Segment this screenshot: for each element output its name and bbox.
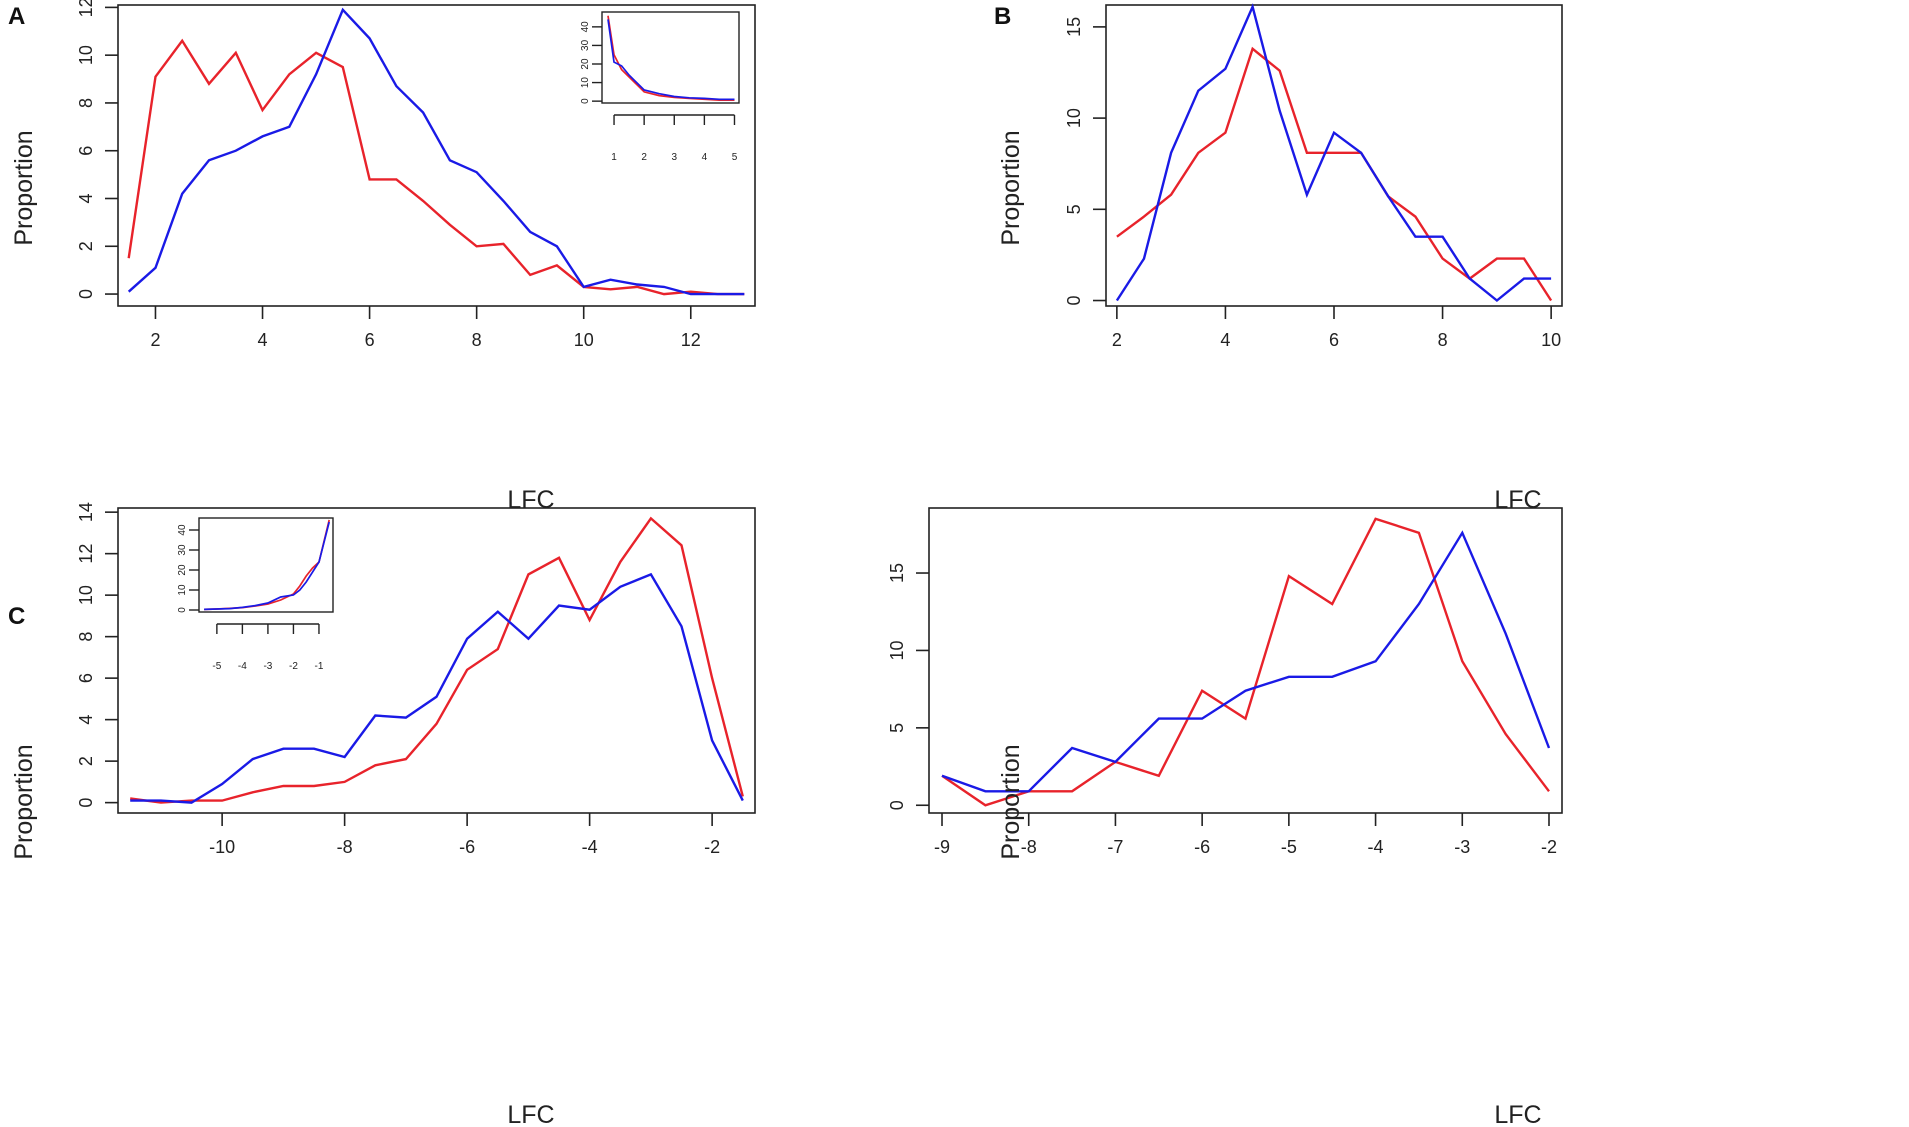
panel-b-x-tick-label: 8 (1438, 330, 1448, 350)
panel-b-series-red-line (1116, 46, 1553, 302)
panel-c-inset-y-tick-label: 30 (177, 544, 188, 556)
panel-a-y-tick-label: 8 (76, 98, 96, 108)
panel-c-y-tick-label: 8 (76, 632, 96, 642)
panel-d-y-tick-label: 5 (887, 723, 907, 733)
panel-a-x-tick-label: 6 (365, 330, 375, 350)
panel-b-x-tick-label: 6 (1329, 330, 1339, 350)
panel-c-x-tick-label: -10 (209, 837, 235, 857)
panel-c-inset-x-tick-label: -2 (289, 661, 298, 672)
panel-a-inset-x-tick-label: 4 (702, 152, 708, 163)
panel-c-inset-x-tick-label: -3 (263, 661, 272, 672)
panel-c-inset-y-tick-label: 20 (177, 564, 188, 576)
panel-d-x-tick-label: -6 (1194, 837, 1210, 857)
panel-a-inset-y-tick-label: 30 (580, 39, 591, 51)
panel-c-y-tick-label: 12 (76, 544, 96, 564)
panel-d-series-blue-line (941, 530, 1551, 793)
panel-c-inset-y-tick-label: 40 (177, 524, 188, 536)
panel-c-y-tick-label: 6 (76, 673, 96, 683)
panel-c-inset-plot-frame (198, 517, 334, 613)
panel-a-series-blue-line (127, 7, 745, 296)
panel-d-x-tick-label: -3 (1454, 837, 1470, 857)
panel-c-y-tick-label: 0 (76, 798, 96, 808)
panel-d-plot: -9 -8 -7 -6 -5 -4 -3 -2 0 5 10 15 (887, 507, 1563, 857)
panel-b-x-tick-label: 2 (1112, 330, 1122, 350)
panel-b-plot-frame (1105, 4, 1563, 307)
panel-a-x-tick-label: 12 (681, 330, 701, 350)
panel-a-y-tick-label: 12 (76, 0, 96, 17)
panel-d-x-tick-label: -5 (1281, 837, 1297, 857)
panel-c-x-tick-label: -2 (704, 837, 720, 857)
panel-b-series-blue-line (1115, 3, 1552, 303)
panel-b-y-tick-label: 15 (1064, 17, 1084, 37)
panel-a-inset-plot-frame (601, 11, 740, 104)
panel-b-x-tick-label: 4 (1220, 330, 1230, 350)
panel-c-y-axis-label: Proportion (10, 744, 38, 859)
panel-b-letter: B (994, 3, 1011, 30)
panel-b-y-tick-label: 10 (1064, 108, 1084, 128)
panel-c-inset-y-tick-label: 0 (177, 607, 188, 613)
panel-b-y-tick-label: 0 (1064, 296, 1084, 306)
panel-a-inset-x-tick-label: 5 (732, 152, 738, 163)
panel-a-series-red-line (127, 38, 745, 296)
panel-a-x-tick-label: 4 (258, 330, 268, 350)
panel-d-x-tick-label: -4 (1368, 837, 1384, 857)
panel-a-inset-x-tick-label: 2 (641, 152, 647, 163)
panel-a-y-tick-label: 0 (76, 289, 96, 299)
panel-d-series-red-line (941, 517, 1550, 807)
panel-d-x-tick-label: -8 (1021, 837, 1037, 857)
panel-c-y-tick-label: 4 (76, 715, 96, 725)
panel-a-inset-y-tick-label: 20 (580, 58, 591, 70)
panel-a-inset-y-tick-label: 40 (580, 21, 591, 33)
panel-c-inset: -5 -4 -3 -2 -1 0 10 20 30 40 (177, 517, 334, 672)
panel-b-y-axis-label: Proportion (997, 130, 1025, 245)
panel-a-x-tick-label: 2 (150, 330, 160, 350)
panel-a-y-tick-label: 10 (76, 45, 96, 65)
panel-a-inset: 1 2 3 4 5 0 10 20 30 40 (580, 11, 740, 163)
panel-a-inset-y-tick-label: 0 (580, 98, 591, 104)
panel-a-inset-y-tick-label: 10 (580, 77, 591, 89)
panel-c-x-tick-label: -6 (459, 837, 475, 857)
panel-d-y-tick-label: 10 (887, 640, 907, 660)
panel-a-inset-x-tick-label: 1 (611, 152, 617, 163)
panel-c-series-red-line (130, 516, 744, 804)
panel-d-y-tick-label: 0 (887, 800, 907, 810)
panel-a-inset-x-tick-label: 3 (671, 152, 677, 163)
panel-b-x-tick-label: 10 (1541, 330, 1561, 350)
panel-c-y-tick-label: 10 (76, 585, 96, 605)
panel-a-x-tick-label: 8 (472, 330, 482, 350)
panel-d-plot-frame (928, 507, 1563, 814)
panel-d-y-tick-label: 15 (887, 563, 907, 583)
panel-a-inset-series-blue-line (607, 19, 735, 101)
panel-c-inset-x-tick-label: -1 (315, 661, 324, 672)
panel-c-inset-y-tick-label: 10 (177, 584, 188, 596)
panel-a-y-tick-label: 2 (76, 241, 96, 251)
panel-c-inset-x-tick-label: -5 (212, 661, 221, 672)
panel-d-x-tick-label: -7 (1107, 837, 1123, 857)
panel-c-inset-series-blue-line (204, 521, 331, 611)
panel-b-y-tick-label: 5 (1064, 204, 1084, 214)
panel-c-inset-x-tick-label: -4 (238, 661, 247, 672)
panel-c-y-tick-label: 2 (76, 756, 96, 766)
panel-a-x-tick-label: 10 (574, 330, 594, 350)
panel-a-y-tick-label: 4 (76, 193, 96, 203)
panel-c-series-blue-line (130, 572, 744, 804)
panel-c-letter: C (8, 603, 25, 630)
panel-d-x-axis-label: LFC (1494, 1101, 1541, 1127)
panel-b-plot: 2 4 6 8 10 0 5 10 15 (1064, 3, 1563, 350)
panel-c-y-tick-label: 14 (76, 502, 96, 522)
panel-a-y-axis-label: Proportion (10, 130, 38, 245)
panel-c-x-axis-label: LFC (507, 1101, 554, 1127)
panel-c-x-tick-label: -8 (337, 837, 353, 857)
panel-a-letter: A (8, 3, 25, 30)
panel-a-y-tick-label: 6 (76, 146, 96, 156)
panel-d-x-tick-label: -9 (934, 837, 950, 857)
panel-c-x-tick-label: -4 (582, 837, 598, 857)
panel-d-y-axis-label: Proportion (997, 744, 1025, 859)
panel-d-x-tick-label: -2 (1541, 837, 1557, 857)
